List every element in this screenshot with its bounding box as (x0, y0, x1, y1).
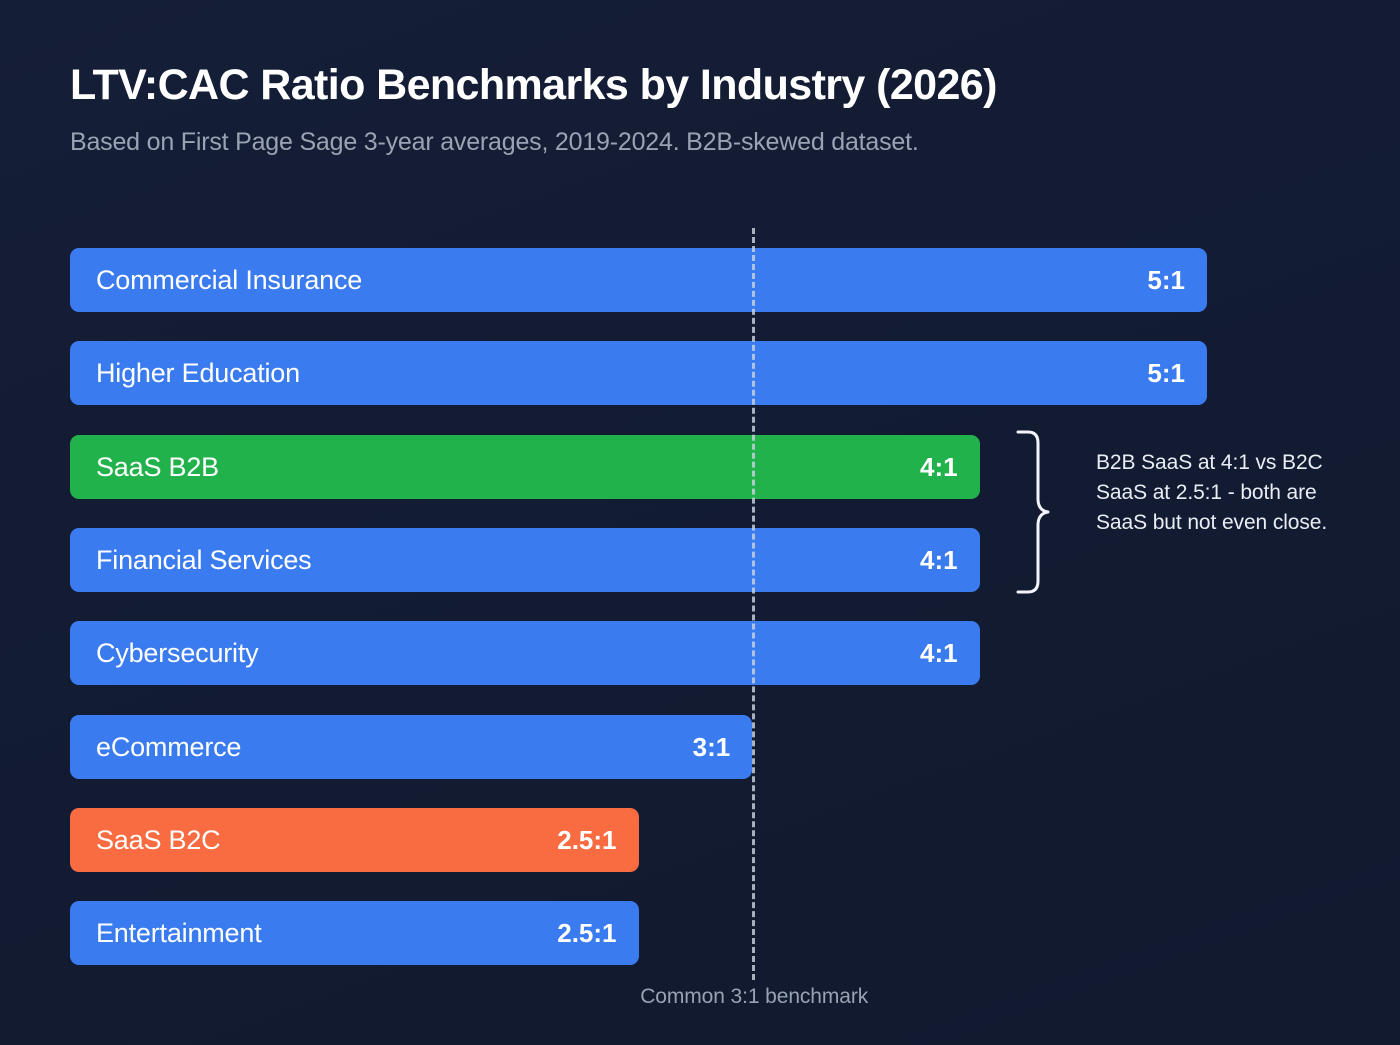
chart-subtitle: Based on First Page Sage 3-year averages… (70, 128, 919, 157)
bar-value-label: 3:1 (692, 731, 731, 762)
bar-value-label: 4:1 (920, 638, 958, 669)
page-title: LTV:CAC Ratio Benchmarks by Industry (20… (70, 61, 997, 109)
bar-category-label: Entertainment (96, 918, 262, 949)
bar-row[interactable]: Commercial Insurance 5:1 (70, 248, 1207, 312)
curly-brace-right-icon (1016, 430, 1050, 594)
bar-category-label: Commercial Insurance (96, 265, 363, 295)
bar-value-label: 2.5:1 (557, 918, 617, 949)
bar-value-label: 5:1 (1147, 358, 1185, 389)
bar-fill (70, 714, 753, 779)
bar-category-label: Financial Services (96, 544, 312, 575)
bar-category-label: SaaS B2C (96, 824, 221, 855)
bar-row[interactable]: Higher Education 5:1 (70, 341, 1207, 406)
bar-fill (70, 807, 639, 872)
bar-row[interactable]: eCommerce 3:1 (70, 714, 753, 779)
bar-category-label: Higher Education (96, 358, 300, 389)
bar-category-label: SaaS B2B (96, 451, 219, 482)
bar-fill (70, 527, 980, 592)
benchmark-label: Common 3:1 benchmark (640, 985, 869, 1008)
benchmark-reference-line (752, 228, 756, 980)
bar-value-label: 4:1 (920, 544, 958, 575)
bar-row[interactable]: Entertainment 2.5:1 (70, 901, 639, 966)
bar-fill (70, 901, 639, 966)
chart-header: LTV:CAC Ratio Benchmarks by Industry (20… (70, 62, 1330, 157)
bar-category-label: Cybersecurity (96, 638, 259, 669)
bar-row[interactable]: Financial Services 4:1 (70, 527, 980, 592)
bar-row[interactable]: Cybersecurity 4:1 (70, 621, 980, 686)
bar-value-label: 5:1 (1147, 265, 1185, 295)
bar-value-label: 4:1 (920, 451, 958, 482)
bar-fill (70, 341, 1207, 406)
bar-row[interactable]: SaaS B2B 4:1 (70, 434, 980, 499)
bar-fill (70, 621, 980, 686)
bar-category-label: eCommerce (96, 731, 242, 762)
bar-value-label: 2.5:1 (557, 824, 617, 855)
bar-fill (70, 248, 1207, 312)
bar-fill (70, 434, 980, 499)
annotation-text: B2B SaaS at 4:1 vs B2C SaaS at 2.5:1 - b… (1096, 451, 1328, 534)
bar-row[interactable]: SaaS B2C 2.5:1 (70, 807, 639, 872)
